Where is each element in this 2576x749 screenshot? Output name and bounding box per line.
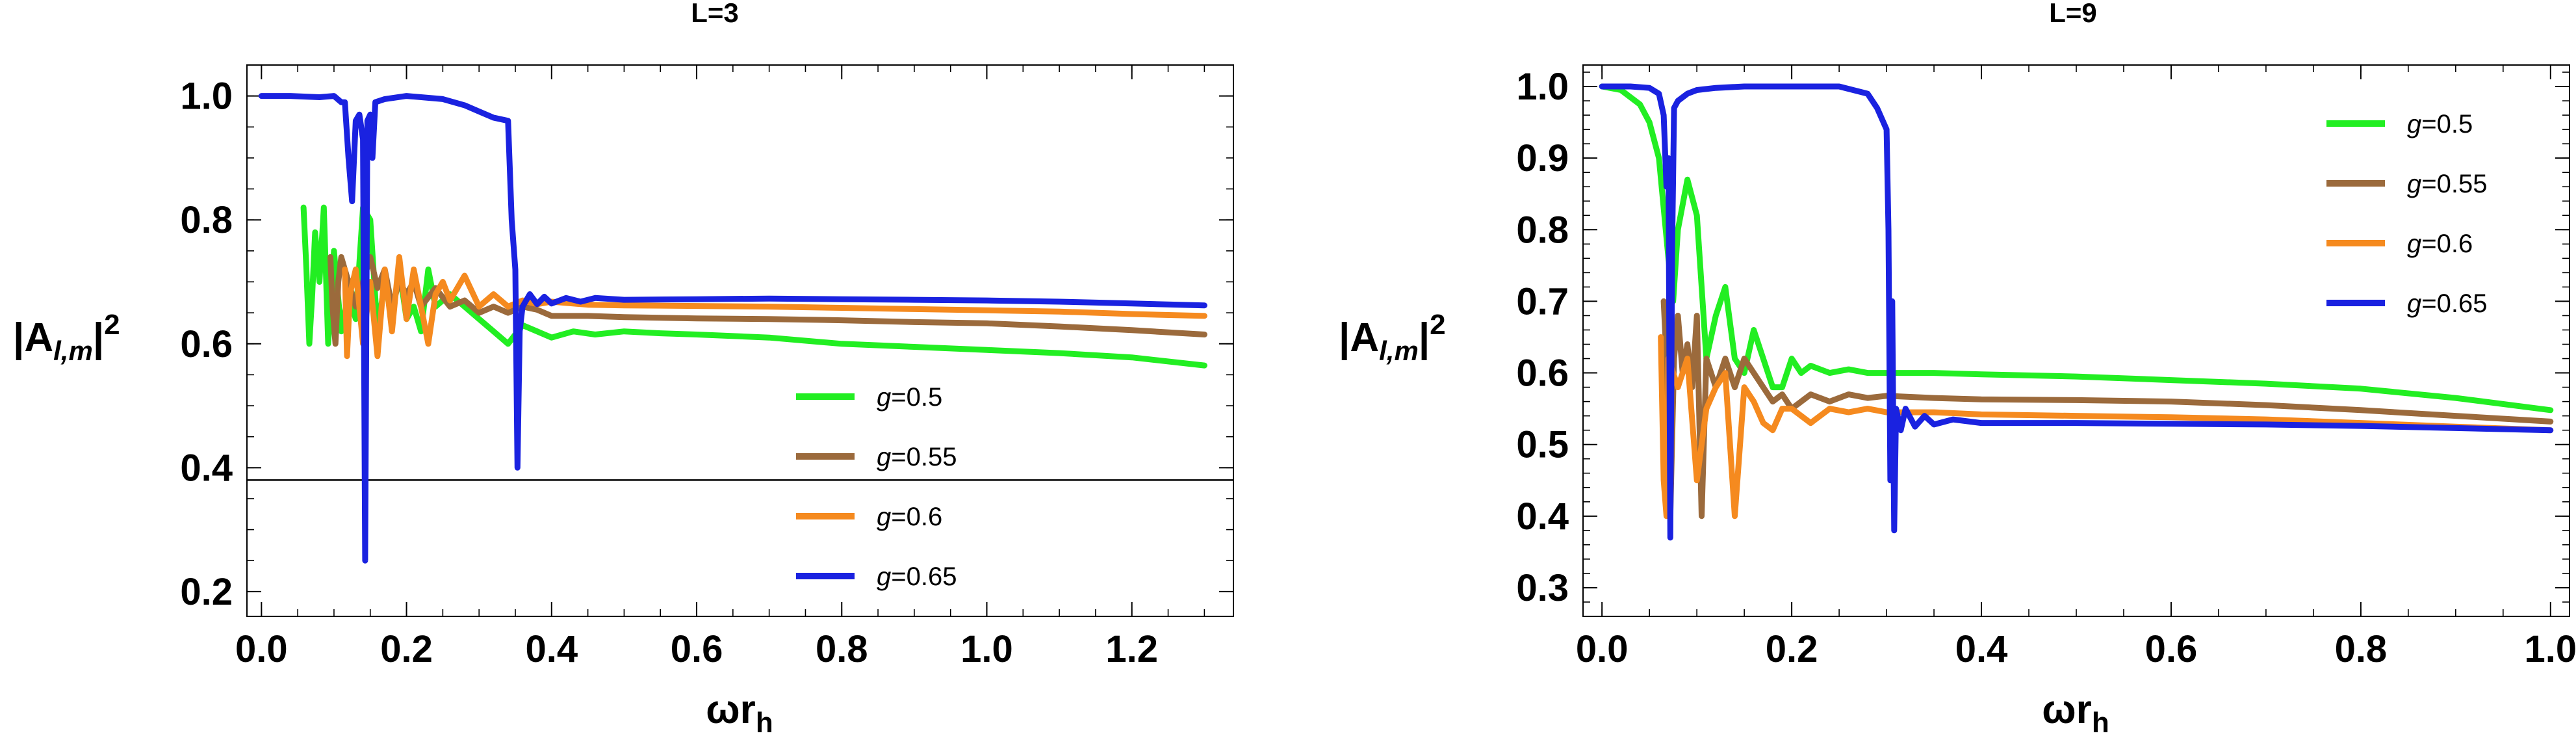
- y-tick-label: 0.2: [180, 571, 233, 613]
- x-tick-label: 0.4: [1955, 628, 2008, 670]
- x-tick-labels: 0.0 0.2 0.4 0.6 0.8 1.0: [1576, 628, 2576, 670]
- y-tick-label: 1.0: [1516, 66, 1569, 108]
- series-layer: [1599, 83, 2554, 541]
- tick-marks: [247, 64, 1233, 616]
- y-axis-label: |Al,m|2: [1339, 309, 1446, 366]
- legend: g=0.5 g=0.55 g=0.6 g=0.65: [796, 383, 957, 591]
- panel-l9: L=9 0.0 0.2 0.4 0.6 0.8 1.0 0.30.40.50.60.70.…: [1339, 0, 2576, 739]
- y-tick-labels: 0.3 0.4 0.5 0.6 0.7 0.8 0.9 1.0: [1516, 66, 1569, 609]
- y-tick-label: 0.9: [1516, 137, 1569, 179]
- y-tick-labels: 0.2 0.4 0.6 0.8 1.0: [180, 75, 233, 613]
- x-tick-label: 0.0: [235, 628, 288, 670]
- series-layer: [258, 93, 1207, 564]
- panel-title: L=9: [2049, 0, 2097, 28]
- y-tick-label: 0.6: [180, 323, 233, 365]
- legend-label: g=0.6: [2407, 230, 2473, 258]
- panel-l3: L=3 0.0 0.2 0.4 0.6 0.8 1.0 1.2 0.20.40.60.81.…: [13, 0, 1234, 739]
- x-tick-label: 0.8: [816, 628, 868, 670]
- x-tick-label: 0.0: [1576, 628, 1629, 670]
- x-axis-label: ωrh: [706, 687, 773, 739]
- legend-label: g=0.6: [877, 503, 942, 531]
- legend-label: g=0.5: [2407, 110, 2473, 138]
- y-tick-label: 0.7: [1516, 280, 1569, 322]
- x-tick-labels: 0.0 0.2 0.4 0.6 0.8 1.0 1.2: [235, 628, 1158, 670]
- legend-label: g=0.65: [877, 562, 957, 591]
- y-tick-label: 0.8: [1516, 209, 1569, 251]
- y-tick-label: 0.5: [1516, 424, 1569, 466]
- x-tick-label: 0.8: [2335, 628, 2388, 670]
- x-tick-label: 0.6: [2145, 628, 2198, 670]
- panel-title: L=3: [691, 0, 739, 28]
- series-line-g-0.55: [1660, 298, 2554, 519]
- series-line-g-0.6: [342, 254, 1207, 360]
- legend: g=0.5 g=0.55 g=0.6 g=0.65: [2326, 110, 2487, 318]
- x-tick-label: 1.0: [960, 628, 1013, 670]
- legend-label: g=0.65: [2407, 289, 2487, 318]
- series-line-g-0.65: [258, 93, 1207, 564]
- series-line-g-0.65: [1599, 83, 2554, 541]
- y-tick-label: 0.6: [1516, 352, 1569, 395]
- x-tick-label: 1.2: [1105, 628, 1158, 670]
- legend-label: g=0.55: [877, 443, 957, 471]
- x-tick-label: 0.6: [671, 628, 723, 670]
- x-tick-label: 0.2: [1766, 628, 1818, 670]
- y-tick-label: 1.0: [180, 75, 233, 118]
- y-axis-label: |Al,m|2: [13, 309, 120, 366]
- x-tick-label: 0.4: [525, 628, 578, 670]
- series-line-g-0.5: [300, 204, 1207, 369]
- legend-label: g=0.55: [2407, 170, 2487, 198]
- y-tick-label: 0.8: [180, 199, 233, 241]
- x-axis-label: ωrh: [2042, 687, 2109, 739]
- y-tick-label: 0.4: [180, 447, 233, 489]
- x-tick-label: 0.2: [380, 628, 433, 670]
- y-tick-label: 0.3: [1516, 567, 1569, 609]
- tick-marks: [1583, 65, 2570, 617]
- legend-label: g=0.5: [877, 383, 942, 412]
- x-tick-label: 1.0: [2524, 628, 2576, 670]
- y-tick-label: 0.4: [1516, 495, 1569, 538]
- series-line-g-0.6: [1658, 334, 2554, 519]
- plot-frame: [246, 64, 1234, 617]
